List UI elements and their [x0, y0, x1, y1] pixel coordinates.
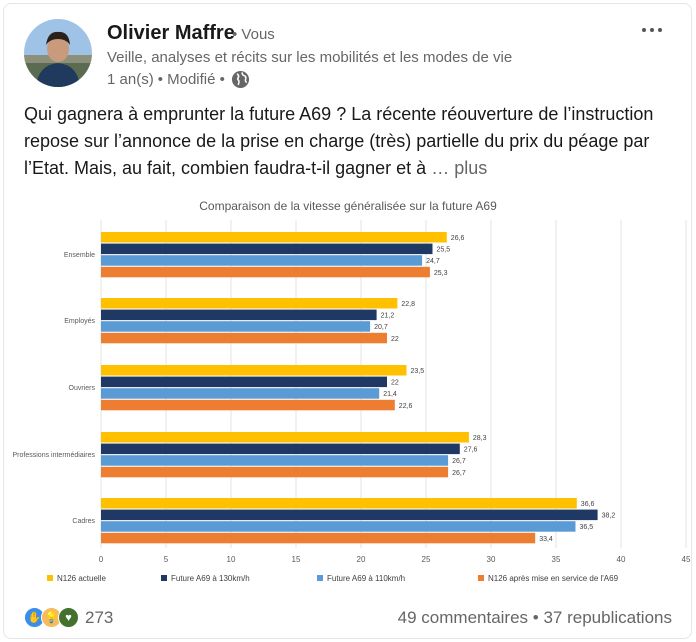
bar [101, 432, 469, 443]
bar [101, 455, 449, 466]
bar-value-label: 25,3 [434, 270, 448, 277]
category-label: Ouvriers [69, 385, 96, 392]
reposts-link[interactable]: 37 republications [543, 608, 672, 627]
bar [101, 232, 447, 243]
more-horizontal-icon [642, 28, 646, 32]
legend-label: Future A69 à 130km/h [171, 574, 250, 583]
legend-swatch [47, 575, 53, 581]
bar [101, 243, 433, 255]
bar-value-label: 22 [391, 380, 399, 387]
bar [101, 466, 449, 478]
bar-value-label: 20,7 [374, 324, 388, 331]
more-options-button[interactable] [636, 18, 668, 42]
legend-swatch [161, 575, 167, 581]
bar [101, 399, 395, 411]
bar-value-label: 28,3 [473, 435, 487, 442]
bar-value-label: 26,6 [451, 235, 465, 242]
bar-value-label: 22,8 [401, 301, 415, 308]
bar [101, 298, 398, 309]
legend-label: N126 après mise en service de l'A69 [488, 574, 619, 583]
legend-swatch [478, 575, 484, 581]
bar [101, 266, 430, 278]
legend-label: N126 actuelle [57, 574, 106, 583]
bar-value-label: 36,6 [581, 501, 595, 508]
bar-value-label: 26,7 [452, 470, 466, 477]
more-dot [650, 28, 654, 32]
bar-value-label: 33,4 [539, 536, 553, 543]
engagement-stats: 49 commentaires • 37 republications [398, 608, 672, 628]
author-name[interactable]: Olivier Maffre [107, 22, 235, 44]
x-tick-label: 45 [682, 555, 691, 564]
post-text: Qui gagnera à emprunter la future A69 ? … [24, 104, 654, 178]
bar-value-label: 22 [391, 336, 399, 343]
bar [101, 443, 460, 455]
post-body: Qui gagnera à emprunter la future A69 ? … [24, 101, 674, 182]
reactions-summary[interactable]: ✋ 💡 ♥ 273 [24, 607, 113, 628]
author-headline: Veille, analyses et récits sur les mobil… [107, 49, 513, 66]
bar [101, 321, 371, 332]
legend-swatch [317, 575, 323, 581]
bar [101, 532, 536, 544]
bar [101, 509, 598, 521]
x-tick-label: 35 [552, 555, 561, 564]
x-tick-label: 5 [164, 555, 169, 564]
bar-value-label: 25,5 [437, 247, 451, 254]
x-tick-label: 0 [99, 555, 104, 564]
x-tick-label: 10 [227, 555, 236, 564]
category-label: Cadres [72, 518, 95, 525]
bar [101, 255, 423, 266]
bar-value-label: 21,4 [383, 391, 397, 398]
bar-value-label: 38,2 [602, 513, 616, 520]
reaction-count: 273 [85, 607, 114, 627]
bar-value-label: 27,6 [464, 447, 478, 454]
post-age: 1 an(s) [107, 71, 154, 88]
x-tick-label: 15 [292, 555, 301, 564]
chart-image[interactable]: Comparaison de la vitesse généralisée su… [0, 190, 696, 590]
bar-value-label: 36,5 [580, 524, 594, 531]
x-tick-label: 25 [422, 555, 431, 564]
bar [101, 388, 380, 399]
category-label: Professions intermédiaires [13, 452, 96, 459]
post-meta: 1 an(s) • Modifié • [107, 70, 250, 89]
chart-title: Comparaison de la vitesse généralisée su… [199, 199, 497, 213]
insightful-icon: 💡 [41, 607, 62, 628]
see-more-button[interactable]: … plus [431, 158, 488, 178]
bar [101, 498, 577, 509]
bar-value-label: 21,2 [381, 313, 395, 320]
comments-link[interactable]: 49 commentaires [397, 608, 529, 627]
category-label: Ensemble [64, 252, 95, 259]
bar-value-label: 23,5 [411, 368, 425, 375]
globe-icon [231, 70, 250, 89]
support-icon: ♥ [58, 607, 79, 628]
x-tick-label: 40 [617, 555, 626, 564]
bar [101, 365, 407, 376]
bar [101, 309, 377, 321]
connection-degree: • Vous [232, 26, 275, 43]
x-tick-label: 20 [357, 555, 366, 564]
legend-label: Future A69 à 110km/h [327, 574, 405, 583]
more-dot [658, 28, 662, 32]
bar-value-label: 26,7 [452, 458, 466, 465]
reaction-icons: ✋ 💡 ♥ [24, 607, 79, 628]
bar-value-label: 24,7 [426, 258, 440, 265]
bar [101, 521, 576, 532]
bar [101, 376, 387, 388]
edited-label: • Modifié • [157, 71, 225, 88]
category-label: Employés [64, 318, 95, 325]
bar-value-label: 22,6 [399, 403, 413, 410]
x-tick-label: 30 [487, 555, 496, 564]
author-avatar[interactable] [24, 19, 92, 87]
separator: • [532, 608, 539, 627]
bar [101, 332, 387, 344]
